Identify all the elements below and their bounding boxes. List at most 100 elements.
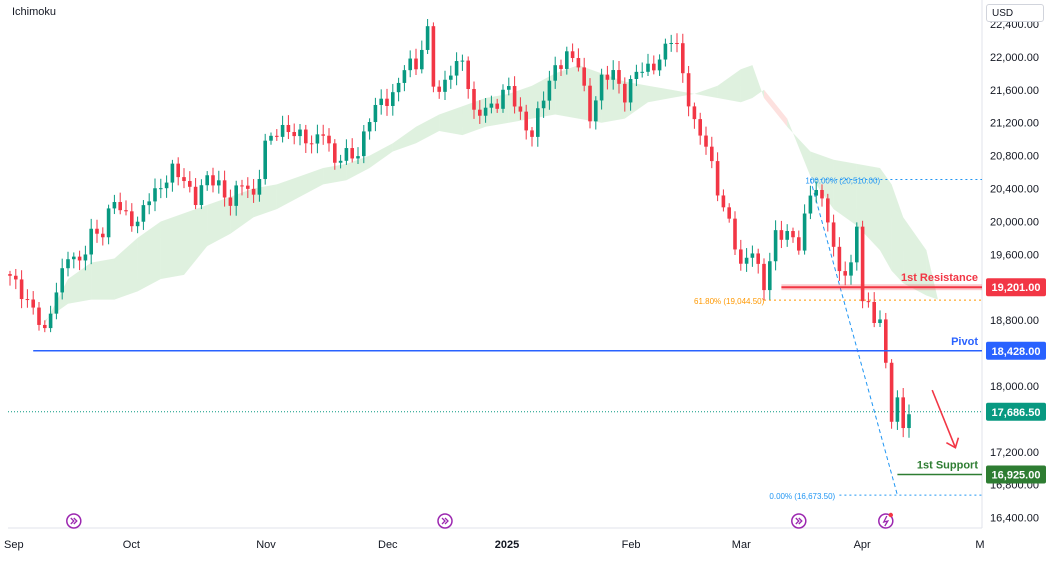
candle-body[interactable]: [860, 226, 865, 302]
candle-body[interactable]: [831, 222, 836, 247]
candle-body[interactable]: [750, 253, 755, 258]
candle-body[interactable]: [460, 60, 465, 62]
candle-body[interactable]: [489, 103, 494, 108]
candle-body[interactable]: [101, 233, 105, 238]
candle-body[interactable]: [304, 129, 308, 144]
candle-body[interactable]: [547, 80, 552, 101]
candle-body[interactable]: [66, 259, 70, 269]
candle-body[interactable]: [820, 189, 824, 199]
candle-body[interactable]: [385, 98, 389, 106]
candle-body[interactable]: [617, 70, 621, 84]
candle-body[interactable]: [536, 108, 540, 137]
candle-body[interactable]: [895, 397, 900, 422]
candle-body[interactable]: [849, 262, 853, 276]
candle-body[interactable]: [582, 67, 586, 86]
candle-body[interactable]: [164, 182, 169, 189]
candle-body[interactable]: [657, 59, 662, 71]
indicator-label[interactable]: Ichimoku: [12, 6, 57, 18]
candle-body[interactable]: [599, 74, 604, 101]
candle-body[interactable]: [228, 197, 233, 206]
candle-body[interactable]: [884, 319, 888, 363]
candle-body[interactable]: [640, 71, 644, 73]
candle-body[interactable]: [37, 307, 41, 325]
candle-body[interactable]: [565, 51, 569, 69]
candle-body[interactable]: [634, 71, 639, 79]
candle-body[interactable]: [130, 211, 134, 227]
candle-body[interactable]: [466, 60, 470, 89]
candle-body[interactable]: [669, 42, 673, 44]
candle-body[interactable]: [327, 135, 331, 144]
candle-body[interactable]: [286, 124, 291, 133]
candle-body[interactable]: [112, 202, 117, 209]
candle-body[interactable]: [901, 397, 905, 429]
candle-body[interactable]: [182, 177, 186, 182]
candle-body[interactable]: [344, 148, 349, 161]
candle-body[interactable]: [188, 181, 192, 187]
candle-body[interactable]: [362, 131, 366, 157]
fib-trend-line[interactable]: [809, 179, 898, 496]
candle-body[interactable]: [808, 195, 813, 214]
candle-body[interactable]: [715, 161, 720, 196]
candle-body[interactable]: [704, 135, 708, 147]
candle-body[interactable]: [43, 324, 47, 329]
candle-body[interactable]: [721, 195, 726, 208]
candle-body[interactable]: [153, 188, 157, 202]
candle-body[interactable]: [141, 205, 146, 222]
candle-body[interactable]: [234, 185, 238, 206]
candle-body[interactable]: [280, 124, 285, 137]
candle-body[interactable]: [240, 185, 244, 187]
candle-body[interactable]: [588, 85, 592, 122]
candle-body[interactable]: [408, 58, 412, 71]
candle-body[interactable]: [321, 134, 325, 136]
candle-body[interactable]: [8, 274, 12, 276]
candle-body[interactable]: [727, 207, 731, 219]
candle-body[interactable]: [843, 271, 847, 276]
candle-body[interactable]: [159, 188, 163, 190]
candle-body[interactable]: [605, 74, 610, 80]
candle-body[interactable]: [19, 279, 24, 300]
candle-body[interactable]: [315, 134, 320, 144]
candle-body[interactable]: [681, 43, 685, 74]
candle-body[interactable]: [106, 208, 111, 238]
candle-body[interactable]: [77, 256, 82, 261]
candle-body[interactable]: [710, 146, 714, 162]
candle-body[interactable]: [60, 268, 64, 293]
candle-body[interactable]: [507, 86, 511, 90]
candle-body[interactable]: [472, 88, 476, 110]
candle-body[interactable]: [483, 107, 488, 116]
candle-body[interactable]: [257, 179, 262, 195]
candle-body[interactable]: [431, 26, 436, 87]
candle-body[interactable]: [855, 226, 859, 263]
candle-body[interactable]: [48, 313, 53, 329]
candle-body[interactable]: [292, 132, 296, 137]
candle-body[interactable]: [785, 231, 789, 240]
candle-body[interactable]: [309, 143, 314, 145]
candle-body[interactable]: [652, 63, 656, 71]
candle-body[interactable]: [541, 100, 546, 109]
candle-body[interactable]: [396, 82, 401, 93]
candle-body[interactable]: [263, 140, 267, 180]
candle-body[interactable]: [420, 49, 424, 70]
candle-body[interactable]: [478, 109, 482, 116]
candle-body[interactable]: [686, 73, 691, 107]
candle-body[interactable]: [779, 230, 784, 240]
candle-body[interactable]: [269, 135, 273, 141]
candle-body[interactable]: [54, 292, 59, 314]
candle-body[interactable]: [907, 414, 911, 429]
candle-body[interactable]: [570, 51, 575, 59]
candle-body[interactable]: [454, 61, 459, 76]
candle-body[interactable]: [512, 86, 517, 107]
candle-body[interactable]: [802, 213, 807, 251]
candle-body[interactable]: [124, 210, 128, 212]
candle-body[interactable]: [425, 26, 430, 50]
candle-body[interactable]: [414, 58, 418, 70]
candle-body[interactable]: [501, 89, 505, 109]
candle-body[interactable]: [443, 79, 447, 92]
candle-body[interactable]: [338, 160, 343, 163]
candle-body[interactable]: [199, 185, 204, 206]
candle-body[interactable]: [298, 129, 302, 137]
candle-body[interactable]: [739, 249, 743, 264]
candle-body[interactable]: [135, 221, 140, 227]
candle-body[interactable]: [768, 261, 772, 291]
